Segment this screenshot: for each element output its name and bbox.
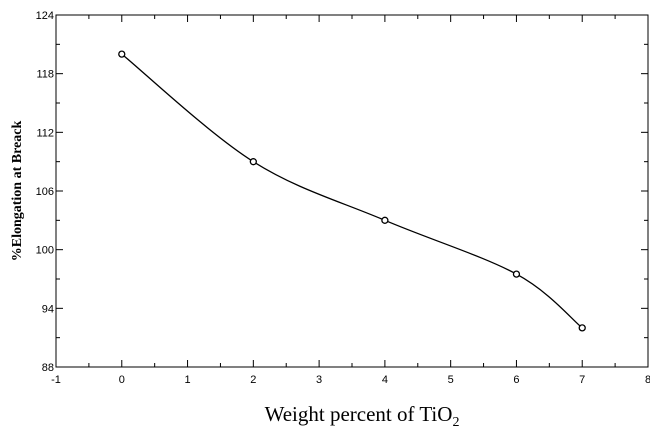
y-tick-label: 100 [36, 245, 54, 257]
data-point [118, 50, 126, 58]
x-axis-label-text: Weight percent of TiO [265, 402, 453, 426]
x-tick-label: 6 [513, 374, 519, 386]
data-point [512, 270, 521, 278]
x-tick-label: -1 [51, 374, 61, 386]
data-point [249, 158, 257, 166]
x-tick-label: 4 [382, 374, 388, 386]
y-tick-label: 106 [36, 186, 54, 198]
y-tick-labels: 88 94 100 106 112 118 124 [36, 10, 54, 374]
x-axis-label-subscript: 2 [452, 415, 459, 430]
y-tick-label: 118 [36, 69, 54, 81]
x-tick-label: 0 [119, 374, 125, 386]
x-axis-label: Weight percent of TiO2 [265, 402, 460, 430]
x-tick-label: 2 [250, 374, 256, 386]
y-tick-label: 94 [42, 303, 54, 315]
y-tick-label: 112 [36, 127, 54, 139]
data-point [381, 216, 389, 224]
y-tick-label: 124 [36, 10, 54, 22]
x-tick-labels: -1 0 1 2 3 4 5 6 7 8 [51, 374, 650, 386]
y-axis-label: %Elongation at Breack [10, 121, 25, 262]
x-tick-label: 1 [184, 374, 190, 386]
x-tick-label: 7 [579, 374, 585, 386]
plot-frame [55, 14, 649, 368]
x-tick-label: 3 [316, 374, 322, 386]
data-points [118, 50, 586, 332]
y-tick-label: 88 [42, 362, 54, 374]
axis-ticks [56, 15, 648, 367]
data-point [578, 324, 586, 332]
x-tick-label: 8 [645, 374, 650, 386]
x-tick-label: 5 [448, 374, 454, 386]
series-line [121, 53, 583, 329]
